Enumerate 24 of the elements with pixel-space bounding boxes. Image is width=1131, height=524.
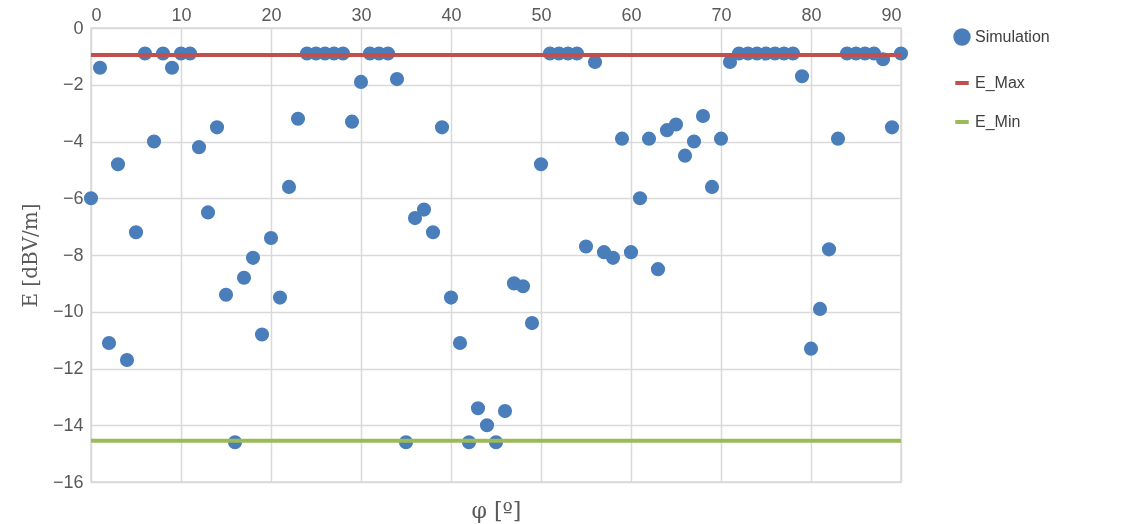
x-tick-label: 90 xyxy=(881,4,902,25)
y-tick-label: −8 xyxy=(62,244,84,265)
x-tick-label: 0 xyxy=(91,4,102,25)
y-tick-label: −12 xyxy=(52,358,84,378)
y-tick-label: −4 xyxy=(62,131,84,151)
legend-label: E_Min xyxy=(975,113,1021,131)
x-tick-label: 50 xyxy=(531,4,552,25)
y-tick-label: 0 xyxy=(73,17,84,38)
x-tick-label: 20 xyxy=(261,4,282,25)
y-tick-label: −2 xyxy=(62,74,84,95)
y-tick-label: −16 xyxy=(52,471,84,492)
x-axis-title: φ [º] xyxy=(471,497,522,523)
legend-label: Simulation xyxy=(975,28,1050,45)
x-tick-label: 70 xyxy=(711,4,732,25)
legend-label: E_Max xyxy=(975,74,1025,92)
y-tick-label: −14 xyxy=(52,414,84,435)
x-tick-label: 40 xyxy=(441,4,462,25)
x-tick-label: 80 xyxy=(801,4,822,25)
y-axis-title: E [dBV/m] xyxy=(17,203,42,308)
x-tick-label: 10 xyxy=(171,4,192,25)
y-tick-label: −10 xyxy=(52,301,84,322)
x-tick-label: 30 xyxy=(351,4,372,25)
y-tick-label: −6 xyxy=(62,187,84,208)
x-tick-label: 60 xyxy=(621,4,642,25)
